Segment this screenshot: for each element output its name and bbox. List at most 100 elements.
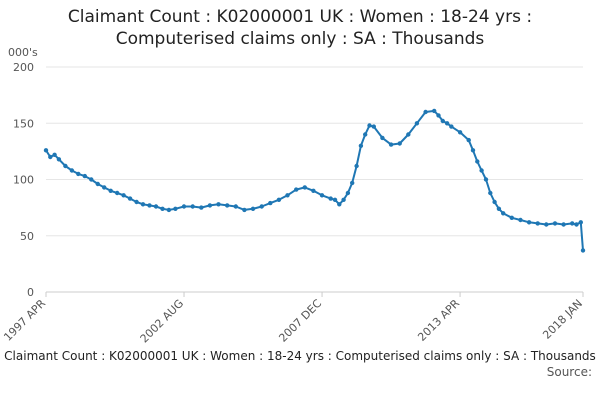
y-tick-label: 0 — [27, 286, 34, 299]
y-tick-label: 100 — [13, 174, 34, 187]
data-point — [276, 197, 282, 202]
data-point — [518, 217, 523, 223]
chart-title-line-2: Computerised claims only : SA : Thousand… — [115, 29, 485, 49]
data-point — [509, 215, 514, 220]
data-point — [268, 200, 273, 206]
data-point — [574, 222, 579, 227]
data-point — [242, 207, 247, 213]
data-point — [140, 202, 146, 207]
y-tick-label: 150 — [13, 117, 34, 130]
data-point — [354, 163, 359, 169]
data-point — [69, 168, 75, 173]
data-point — [233, 204, 238, 209]
data-point — [134, 199, 139, 205]
source-label: Source: — [546, 365, 592, 379]
data-point — [423, 109, 428, 115]
data-point — [488, 190, 493, 196]
data-point — [259, 204, 264, 209]
data-point — [76, 171, 81, 177]
data-point — [570, 221, 575, 226]
data-point — [371, 124, 376, 129]
data-point — [367, 123, 372, 128]
data-point — [328, 196, 333, 201]
data-point — [181, 204, 187, 209]
chart-title-line-1: Claimant Count : K02000001 UK : Women : … — [67, 7, 533, 27]
data-point — [63, 163, 68, 169]
data-point — [436, 113, 441, 118]
x-tick-label: 1997 APR — [1, 297, 48, 344]
y-axis-unit-label: 000's — [8, 46, 38, 59]
data-point — [311, 188, 316, 193]
data-point — [432, 108, 437, 114]
data-point — [190, 204, 195, 209]
data-point — [127, 196, 133, 201]
data-point — [102, 185, 107, 190]
data-point — [561, 222, 566, 227]
y-tick-label: 200 — [13, 61, 34, 74]
data-point — [578, 220, 583, 225]
data-point — [501, 211, 506, 216]
data-point — [199, 205, 204, 210]
data-point — [48, 154, 53, 160]
data-point — [153, 204, 159, 209]
data-point — [95, 181, 101, 187]
x-tick-label: 2018 JAN — [540, 297, 585, 342]
data-point — [449, 124, 454, 129]
data-point — [207, 203, 213, 208]
data-point — [166, 207, 172, 213]
data-point — [535, 221, 540, 226]
chart-title: Claimant Count : K02000001 UK : Women : … — [0, 6, 600, 50]
data-point — [43, 148, 49, 153]
data-point — [115, 190, 120, 196]
data-point — [302, 185, 307, 190]
data-point — [380, 135, 385, 141]
data-point — [332, 197, 338, 202]
x-tick-label: 2002 AUG — [138, 297, 187, 346]
data-point — [358, 143, 364, 148]
data-point — [160, 206, 165, 211]
data-point — [225, 203, 230, 208]
data-point — [466, 137, 471, 143]
data-point — [483, 177, 489, 182]
data-point — [470, 148, 476, 153]
data-point — [52, 152, 57, 157]
data-point — [350, 180, 355, 186]
y-tick-label: 50 — [20, 230, 34, 243]
data-point — [475, 159, 480, 164]
data-point — [173, 206, 178, 211]
data-point — [147, 203, 152, 208]
data-point — [56, 157, 62, 162]
data-point — [363, 132, 368, 137]
data-point — [345, 190, 351, 196]
data-point — [492, 199, 497, 205]
data-point — [457, 130, 463, 135]
data-point — [580, 248, 586, 253]
footer-title: Claimant Count : K02000001 UK : Women : … — [4, 349, 596, 363]
data-point — [285, 193, 290, 198]
x-tick-label: 2013 APR — [415, 297, 462, 344]
series-line — [45, 109, 584, 251]
data-point — [319, 193, 325, 198]
data-point — [388, 142, 394, 147]
data-point — [544, 222, 549, 227]
data-point — [216, 202, 221, 207]
data-point — [526, 220, 532, 225]
data-point — [337, 202, 342, 207]
data-point — [444, 121, 450, 126]
x-tick-label: 2007 DEC — [276, 297, 324, 345]
data-point — [121, 193, 126, 198]
data-point — [479, 168, 484, 173]
data-point — [552, 221, 558, 226]
data-point — [82, 173, 88, 179]
data-point — [294, 187, 299, 192]
data-point — [440, 118, 445, 124]
data-point — [250, 206, 256, 211]
data-point — [496, 206, 502, 211]
data-point — [397, 141, 402, 146]
data-point — [108, 188, 113, 193]
data-point — [341, 197, 346, 202]
data-point — [89, 177, 94, 182]
data-point — [414, 121, 420, 126]
data-point — [406, 132, 411, 137]
